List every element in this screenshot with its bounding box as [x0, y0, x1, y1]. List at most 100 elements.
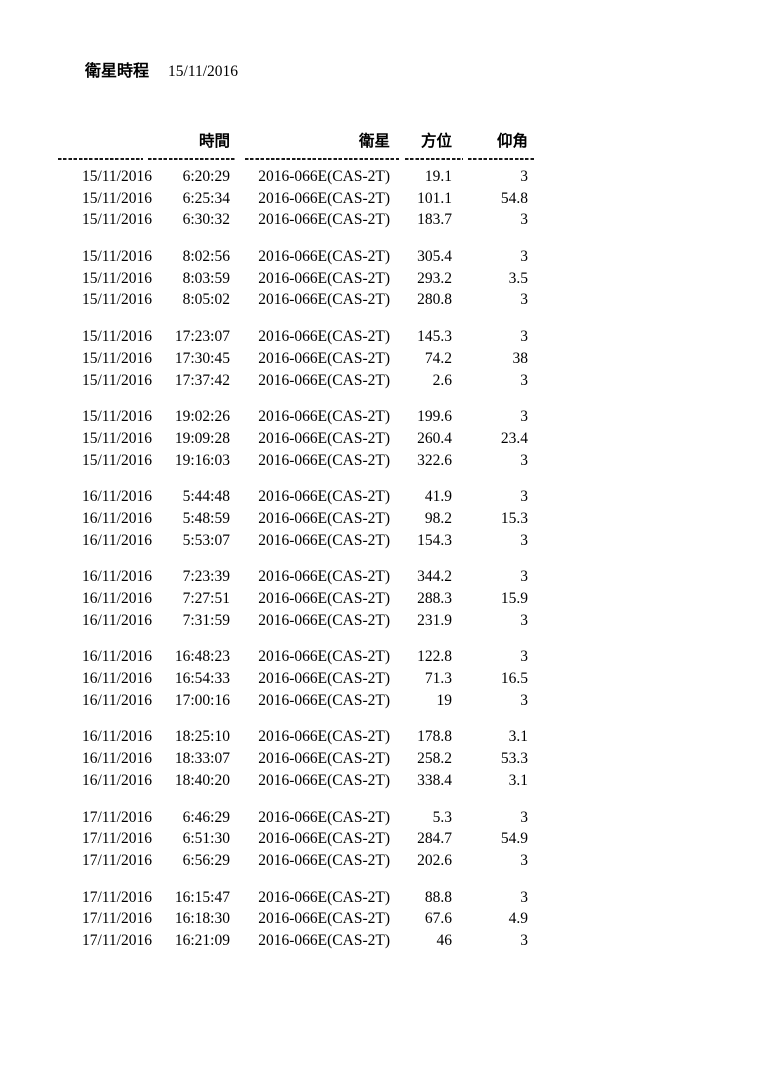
separator-dash-elevation — [468, 158, 535, 160]
cell-date: 17/11/2016 — [81, 910, 152, 928]
table-row: 17/11/2016 16:18:30 2016-066E(CAS-2T) 67.6 4… — [57, 908, 540, 930]
cell-satellite: 2016-066E(CAS-2T) — [258, 910, 390, 928]
cell-satellite: 2016-066E(CAS-2T) — [258, 931, 390, 949]
table-row: 15/11/2016 6:25:34 2016-066E(CAS-2T) 101.1 5… — [57, 188, 540, 210]
cell-elevation: 3 — [520, 888, 528, 906]
cell-time: 19:02:26 — [174, 408, 230, 426]
cell-time: 16:48:23 — [174, 648, 230, 666]
cell-elevation: 4.9 — [508, 910, 528, 928]
cell-time: 16:54:33 — [174, 670, 230, 688]
cell-azimuth: 154.3 — [417, 531, 452, 549]
cell-date: 15/11/2016 — [81, 429, 152, 447]
cell-azimuth: 338.4 — [417, 771, 452, 789]
cell-azimuth: 67.6 — [424, 910, 452, 928]
cell-date: 17/11/2016 — [81, 931, 152, 949]
cell-satellite: 2016-066E(CAS-2T) — [258, 429, 390, 447]
table-row: 15/11/2016 17:23:07 2016-066E(CAS-2T) 145.3… — [57, 326, 540, 348]
table-row: 17/11/2016 6:51:30 2016-066E(CAS-2T) 284.7 5… — [57, 828, 540, 850]
pass-group: 15/11/2016 19:02:26 2016-066E(CAS-2T) 199.6… — [57, 406, 540, 471]
cell-elevation: 3 — [520, 168, 528, 185]
cell-elevation: 3 — [520, 451, 528, 469]
cell-azimuth: 183.7 — [417, 211, 452, 229]
cell-elevation: 53.3 — [500, 750, 528, 768]
cell-elevation: 3 — [520, 611, 528, 629]
cell-elevation: 3 — [520, 291, 528, 309]
table-row: 15/11/2016 17:30:45 2016-066E(CAS-2T) 74.2 3… — [57, 348, 540, 370]
table-row: 17/11/2016 6:56:29 2016-066E(CAS-2T) 202.6 3 — [57, 850, 540, 872]
header-separator — [57, 153, 540, 166]
cell-time: 6:51:30 — [182, 830, 230, 848]
cell-satellite: 2016-066E(CAS-2T) — [258, 371, 390, 389]
cell-elevation: 3.1 — [508, 728, 528, 746]
cell-elevation: 3.5 — [508, 269, 528, 287]
cell-time: 5:44:48 — [182, 488, 230, 506]
cell-time: 19:09:28 — [174, 429, 230, 447]
cell-date: 17/11/2016 — [81, 888, 152, 906]
cell-azimuth: 344.2 — [417, 568, 452, 586]
cell-satellite: 2016-066E(CAS-2T) — [258, 771, 390, 789]
table-row: 16/11/2016 7:27:51 2016-066E(CAS-2T) 288.3 1… — [57, 588, 540, 610]
cell-elevation: 3 — [520, 408, 528, 426]
cell-azimuth: 293.2 — [417, 269, 452, 287]
cell-azimuth: 258.2 — [417, 750, 452, 768]
cell-elevation: 3 — [520, 808, 528, 826]
cell-date: 16/11/2016 — [81, 771, 152, 789]
cell-elevation: 54.9 — [500, 830, 528, 848]
cell-satellite: 2016-066E(CAS-2T) — [258, 568, 390, 586]
cell-date: 16/11/2016 — [81, 611, 152, 629]
cell-date: 16/11/2016 — [81, 648, 152, 666]
cell-satellite: 2016-066E(CAS-2T) — [258, 808, 390, 826]
page-title-block: 衛星時程 15/11/2016 — [85, 62, 238, 82]
cell-time: 16:18:30 — [174, 910, 230, 928]
cell-satellite: 2016-066E(CAS-2T) — [258, 248, 390, 266]
table-row: 16/11/2016 5:48:59 2016-066E(CAS-2T) 98.2 15… — [57, 508, 540, 530]
cell-satellite: 2016-066E(CAS-2T) — [258, 211, 390, 229]
pass-group: 15/11/2016 6:20:29 2016-066E(CAS-2T) 19.1 3 1… — [57, 166, 540, 231]
cell-date: 15/11/2016 — [81, 349, 152, 367]
cell-time: 7:31:59 — [182, 611, 230, 629]
cell-date: 15/11/2016 — [81, 269, 152, 287]
cell-azimuth: 322.6 — [417, 451, 452, 469]
cell-azimuth: 199.6 — [417, 408, 452, 426]
pass-group: 15/11/2016 8:02:56 2016-066E(CAS-2T) 305.4 3… — [57, 246, 540, 311]
table-row: 16/11/2016 18:33:07 2016-066E(CAS-2T) 258.2… — [57, 748, 540, 770]
cell-date: 17/11/2016 — [81, 808, 152, 826]
cell-satellite: 2016-066E(CAS-2T) — [258, 291, 390, 309]
pass-group: 16/11/2016 5:44:48 2016-066E(CAS-2T) 41.9 3 1… — [57, 486, 540, 551]
table-row: 15/11/2016 19:16:03 2016-066E(CAS-2T) 322.6… — [57, 450, 540, 472]
table-row: 17/11/2016 16:21:09 2016-066E(CAS-2T) 46 3 — [57, 930, 540, 952]
cell-satellite: 2016-066E(CAS-2T) — [258, 851, 390, 869]
cell-azimuth: 231.9 — [417, 611, 452, 629]
cell-time: 16:15:47 — [174, 888, 230, 906]
header-date — [57, 131, 152, 153]
pass-group: 15/11/2016 17:23:07 2016-066E(CAS-2T) 145.3… — [57, 326, 540, 391]
cell-time: 19:16:03 — [174, 451, 230, 469]
pass-group: 17/11/2016 16:15:47 2016-066E(CAS-2T) 88.8 3… — [57, 887, 540, 952]
cell-time: 6:20:29 — [182, 168, 230, 185]
cell-azimuth: 202.6 — [417, 851, 452, 869]
cell-azimuth: 280.8 — [417, 291, 452, 309]
cell-time: 8:05:02 — [182, 291, 230, 309]
cell-date: 17/11/2016 — [81, 830, 152, 848]
cell-azimuth: 19 — [436, 691, 453, 709]
cell-azimuth: 71.3 — [424, 670, 452, 688]
table-body: 15/11/2016 6:20:29 2016-066E(CAS-2T) 19.1 3 1… — [57, 166, 540, 952]
pass-group: 16/11/2016 18:25:10 2016-066E(CAS-2T) 178.8… — [57, 726, 540, 791]
header-time: 時間 — [198, 133, 230, 150]
table-row: 16/11/2016 16:54:33 2016-066E(CAS-2T) 71.3 1… — [57, 668, 540, 690]
cell-time: 7:27:51 — [182, 590, 230, 607]
cell-elevation: 3 — [520, 691, 528, 709]
cell-elevation: 54.8 — [500, 189, 528, 207]
cell-azimuth: 46 — [436, 931, 453, 949]
cell-azimuth: 288.3 — [417, 590, 452, 607]
cell-azimuth: 178.8 — [417, 728, 452, 746]
cell-date: 16/11/2016 — [81, 488, 152, 506]
cell-date: 16/11/2016 — [81, 728, 152, 746]
separator-dash-azimuth — [405, 158, 463, 160]
table-row: 15/11/2016 6:20:29 2016-066E(CAS-2T) 19.1 3 — [57, 166, 540, 188]
table-row: 16/11/2016 17:00:16 2016-066E(CAS-2T) 19 3 — [57, 690, 540, 712]
table-row: 16/11/2016 5:44:48 2016-066E(CAS-2T) 41.9 3 — [57, 486, 540, 508]
table-row: 15/11/2016 17:37:42 2016-066E(CAS-2T) 2.6 3 — [57, 370, 540, 392]
cell-azimuth: 5.3 — [432, 808, 452, 826]
cell-azimuth: 88.8 — [424, 888, 452, 906]
